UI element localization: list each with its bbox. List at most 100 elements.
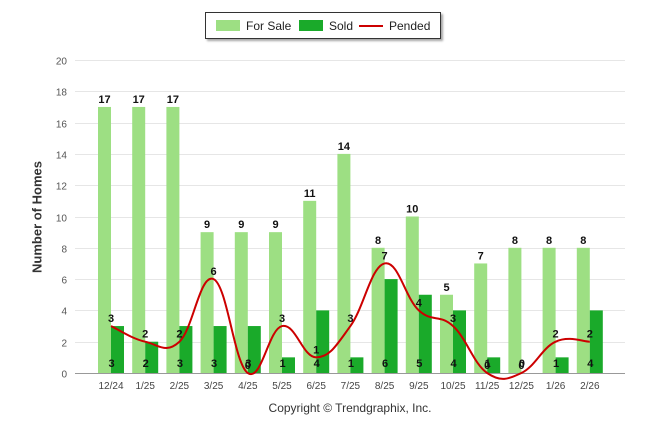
legend-label-for-sale: For Sale — [246, 18, 292, 33]
data-label-for-sale: 9 — [204, 219, 210, 231]
data-label-pended: 2 — [553, 329, 559, 341]
data-label-sold: 3 — [177, 358, 183, 370]
data-label-for-sale: 5 — [443, 282, 449, 294]
data-label-sold: 3 — [211, 358, 217, 370]
x-tick-label: 2/25 — [170, 381, 190, 392]
bar-sold — [145, 341, 159, 373]
x-tick-label: 6/25 — [306, 381, 326, 392]
bar-sold — [589, 310, 603, 373]
data-label-for-sale: 9 — [272, 219, 278, 231]
bar-sold — [247, 326, 261, 373]
bar-sold — [487, 357, 501, 373]
bar-for-sale — [98, 106, 111, 373]
legend: For Sale Sold Pended — [205, 12, 441, 39]
data-label-sold: 5 — [416, 358, 422, 370]
x-tick-label: 4/25 — [238, 381, 258, 392]
data-label-sold: 1 — [279, 358, 285, 370]
data-label-pended: 7 — [382, 250, 388, 262]
x-tick-label: 5/25 — [272, 381, 292, 392]
y-tick-label: 14 — [56, 151, 68, 162]
data-label-pended: 3 — [347, 313, 353, 325]
data-label-pended: 0 — [518, 360, 524, 372]
bar-for-sale — [337, 153, 351, 373]
data-label-for-sale: 17 — [167, 94, 179, 106]
pended-line-layer — [110, 262, 590, 380]
data-label-sold: 4 — [587, 358, 594, 370]
data-label-for-sale: 8 — [512, 235, 518, 247]
x-tick-label: 11/25 — [475, 381, 500, 392]
data-label-pended: 3 — [450, 313, 456, 325]
data-label-sold: 2 — [143, 358, 149, 370]
x-tick-label: 7/25 — [341, 381, 361, 392]
y-tick-label: 2 — [61, 339, 67, 350]
y-tick-label: 10 — [56, 214, 68, 225]
x-tick-label: 8/25 — [375, 381, 395, 392]
bar-for-sale — [371, 247, 385, 373]
legend-item-sold[interactable]: Sold — [299, 13, 353, 38]
data-label-pended: 1 — [313, 344, 319, 356]
copyright-text: Copyright © Trendgraphix, Inc. — [268, 401, 432, 415]
bar-sold — [111, 326, 124, 373]
x-tick-label: 2/26 — [580, 381, 600, 392]
x-axis-ticks: 12/24 1/25 2/25 3/25 4/25 5/25 6/25 7/25 8/25 9/2… — [98, 381, 599, 392]
legend-swatch-pended — [359, 24, 383, 27]
y-tick-label: 16 — [56, 120, 68, 131]
data-label-for-sale: 8 — [375, 235, 381, 247]
y-tick-label: 0 — [61, 370, 67, 381]
x-tick-label: 9/25 — [409, 381, 429, 392]
y-tick-label: 18 — [56, 88, 68, 99]
bar-for-sale — [405, 216, 419, 373]
y-tick-label: 20 — [56, 57, 68, 68]
bar-for-sale — [576, 247, 590, 373]
bar-for-sale — [303, 200, 317, 373]
data-label-pended: 0 — [484, 360, 490, 372]
data-label-for-sale: 17 — [133, 94, 145, 106]
data-label-for-sale: 14 — [338, 141, 351, 153]
x-tick-label: 12/24 — [98, 381, 123, 392]
x-tick-label: 12/25 — [509, 381, 534, 392]
data-label-pended: 3 — [108, 313, 114, 325]
bar-for-sale — [542, 247, 556, 373]
pended-line — [110, 262, 590, 380]
legend-item-pended[interactable]: Pended — [359, 13, 430, 38]
y-tick-label: 4 — [61, 307, 67, 318]
bar-sold — [213, 326, 227, 373]
data-label-pended: 0 — [245, 360, 251, 372]
data-label-for-sale: 7 — [478, 250, 484, 262]
y-axis-ticks: 0 2 4 6 8 10 12 14 16 18 20 — [56, 57, 68, 381]
bar-sold — [453, 310, 466, 373]
y-tick-label: 8 — [61, 245, 67, 256]
bar-for-sale — [132, 106, 146, 373]
data-label-sold: 1 — [485, 358, 491, 370]
data-label-pended: 6 — [211, 266, 217, 278]
data-label-pended: 3 — [279, 313, 285, 325]
data-label-sold: 3 — [245, 358, 251, 370]
data-label-for-sale: 11 — [304, 188, 316, 200]
x-tick-label: 10/25 — [440, 381, 465, 392]
data-label-for-sale: 17 — [98, 94, 110, 106]
data-label-sold: 1 — [348, 358, 354, 370]
data-label-sold: 1 — [553, 358, 559, 370]
bar-for-sale — [200, 232, 214, 373]
bar-for-sale — [474, 263, 488, 373]
data-label-for-sale: 8 — [546, 235, 552, 247]
data-label-for-sale: 10 — [406, 204, 418, 216]
data-label-sold: 0 — [519, 358, 525, 370]
x-tick-label: 3/25 — [204, 381, 224, 392]
bar-for-sale — [234, 232, 248, 373]
legend-item-for-sale[interactable]: For Sale — [216, 13, 291, 38]
legend-swatch-sold — [299, 20, 323, 31]
bar-sold — [350, 357, 364, 373]
data-label-pended: 2 — [142, 329, 148, 341]
bar-for-sale — [440, 294, 453, 373]
legend-swatch-for-sale — [216, 20, 240, 31]
data-label-pended: 4 — [416, 297, 423, 309]
data-label-sold: 3 — [108, 358, 114, 370]
y-tick-label: 6 — [61, 276, 67, 287]
legend-label-sold: Sold — [329, 18, 354, 33]
bar-for-sale — [508, 247, 522, 373]
bar-sold — [418, 294, 432, 373]
x-tick-label: 1/25 — [135, 381, 155, 392]
y-axis-label: Number of Homes — [29, 161, 45, 273]
